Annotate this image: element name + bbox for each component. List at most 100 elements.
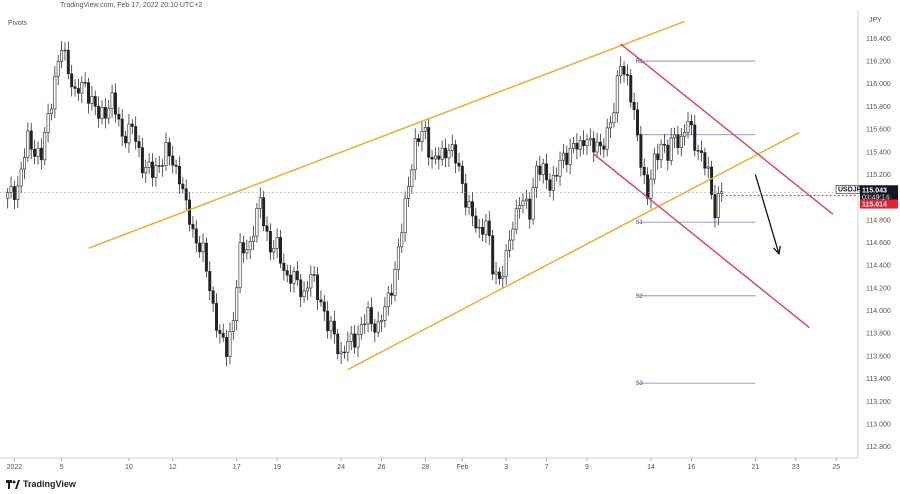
ascending-channel-top bbox=[88, 20, 685, 249]
candle-bear bbox=[295, 270, 299, 281]
y-tick-label: 114.000 bbox=[866, 308, 891, 315]
y-tick-label: 113.400 bbox=[866, 376, 891, 383]
bid-price-tag bbox=[860, 199, 898, 209]
candle-bear bbox=[538, 165, 542, 175]
pivot-label-s2: S2 bbox=[636, 294, 644, 300]
candle-bull bbox=[508, 239, 511, 251]
candle-bull bbox=[511, 228, 515, 241]
candle-bear bbox=[326, 310, 330, 332]
candle-bull bbox=[679, 135, 683, 148]
candle-bull bbox=[60, 50, 64, 62]
candle-bull bbox=[659, 143, 663, 161]
candle-bear bbox=[117, 113, 121, 120]
candle-bear bbox=[545, 163, 549, 181]
candle-bull bbox=[36, 147, 40, 157]
candle-bear bbox=[285, 270, 289, 276]
candle-bear bbox=[39, 147, 43, 161]
indicator-label: Pivots bbox=[8, 20, 28, 27]
candle-bear bbox=[191, 224, 195, 230]
candle-bull bbox=[588, 138, 592, 141]
candle-bear bbox=[646, 174, 650, 199]
descending-channel-bottom bbox=[593, 153, 810, 329]
candle-bear bbox=[666, 144, 670, 161]
candle-bull bbox=[235, 287, 239, 321]
candle-bull bbox=[669, 137, 673, 161]
candle-bear bbox=[211, 290, 215, 304]
pivot-label-s1: S1 bbox=[636, 220, 644, 226]
candle-bull bbox=[26, 130, 30, 158]
candle-bull bbox=[716, 193, 720, 219]
candle-bull bbox=[450, 144, 454, 151]
candle-bull bbox=[605, 127, 609, 150]
candle-bull bbox=[524, 198, 528, 202]
y-tick-label: 116.000 bbox=[866, 81, 891, 88]
candle-bear bbox=[120, 118, 124, 137]
candle-bull bbox=[80, 82, 84, 94]
y-tick-label: 115.800 bbox=[866, 104, 891, 111]
candle-bull bbox=[245, 249, 249, 254]
candle-bear bbox=[636, 109, 639, 135]
candle-bull bbox=[652, 153, 656, 180]
y-tick-label: 113.800 bbox=[866, 331, 891, 338]
candle-bear bbox=[460, 165, 464, 184]
candle-bull bbox=[541, 163, 545, 175]
forecast-arrow-head bbox=[773, 245, 781, 256]
candle-bear bbox=[137, 141, 141, 148]
candle-bull bbox=[578, 140, 582, 150]
candle-bear bbox=[625, 74, 629, 76]
candle-bull bbox=[551, 175, 555, 191]
candle-bear bbox=[181, 183, 185, 190]
bid-price-text: 115.014 bbox=[862, 202, 887, 209]
candle-bear bbox=[430, 157, 434, 160]
candle-bull bbox=[585, 139, 589, 147]
candle-bear bbox=[474, 215, 478, 229]
y-tick-label: 112.800 bbox=[866, 444, 891, 451]
candle-bull bbox=[514, 208, 518, 230]
x-tick-label: 7 bbox=[545, 464, 549, 471]
candle-bull bbox=[339, 351, 343, 355]
candle-bull bbox=[305, 287, 309, 292]
x-tick-label: 9 bbox=[585, 464, 589, 471]
y-tick-label: 116.200 bbox=[866, 59, 891, 66]
candle-bear bbox=[265, 225, 269, 232]
y-tick-label: 115.600 bbox=[866, 127, 891, 134]
candle-bear bbox=[221, 333, 225, 338]
countdown-text: 03:49:14 bbox=[862, 194, 889, 201]
forecast-arrow bbox=[754, 174, 780, 255]
y-tick-label: 114.400 bbox=[866, 263, 891, 270]
candle-bear bbox=[343, 351, 346, 354]
candle-bull bbox=[433, 155, 437, 160]
candle-bear bbox=[332, 320, 336, 335]
candle-bull bbox=[56, 61, 60, 77]
candle-bear bbox=[713, 194, 717, 219]
candle-bull bbox=[366, 307, 370, 325]
axis-unit-label: JPY bbox=[869, 17, 882, 24]
candle-bull bbox=[504, 250, 508, 277]
candle-bull bbox=[46, 113, 50, 133]
candle-bull bbox=[400, 232, 404, 248]
candle-bull bbox=[6, 192, 10, 199]
candle-bear bbox=[316, 274, 320, 301]
candle-bear bbox=[662, 143, 666, 146]
y-axis: 116.400 116.200 116.000 115.800 115.600 115.4… bbox=[866, 36, 891, 451]
candle-bull bbox=[90, 96, 94, 104]
trendlines bbox=[88, 20, 834, 371]
candle-bear bbox=[693, 124, 697, 151]
candle-bull bbox=[393, 269, 397, 296]
candle-bull bbox=[252, 235, 256, 242]
candle-bear bbox=[444, 147, 448, 159]
footer-brand: TradingView bbox=[6, 479, 76, 489]
candle-bear bbox=[642, 167, 646, 176]
x-tick-label: 12 bbox=[169, 464, 177, 471]
candle-bull bbox=[349, 333, 353, 342]
x-tick-label: 21 bbox=[751, 464, 759, 471]
candle-bull bbox=[561, 152, 565, 161]
candle-bear bbox=[130, 123, 134, 127]
y-tick-label: 113.600 bbox=[866, 353, 891, 360]
candle-bull bbox=[423, 127, 427, 132]
candle-bear bbox=[565, 152, 569, 165]
candle-bear bbox=[582, 140, 586, 147]
candle-bull bbox=[127, 123, 131, 144]
source-line: TradingView.com, Feb 17, 2022 20:10 UTC+… bbox=[60, 2, 203, 9]
